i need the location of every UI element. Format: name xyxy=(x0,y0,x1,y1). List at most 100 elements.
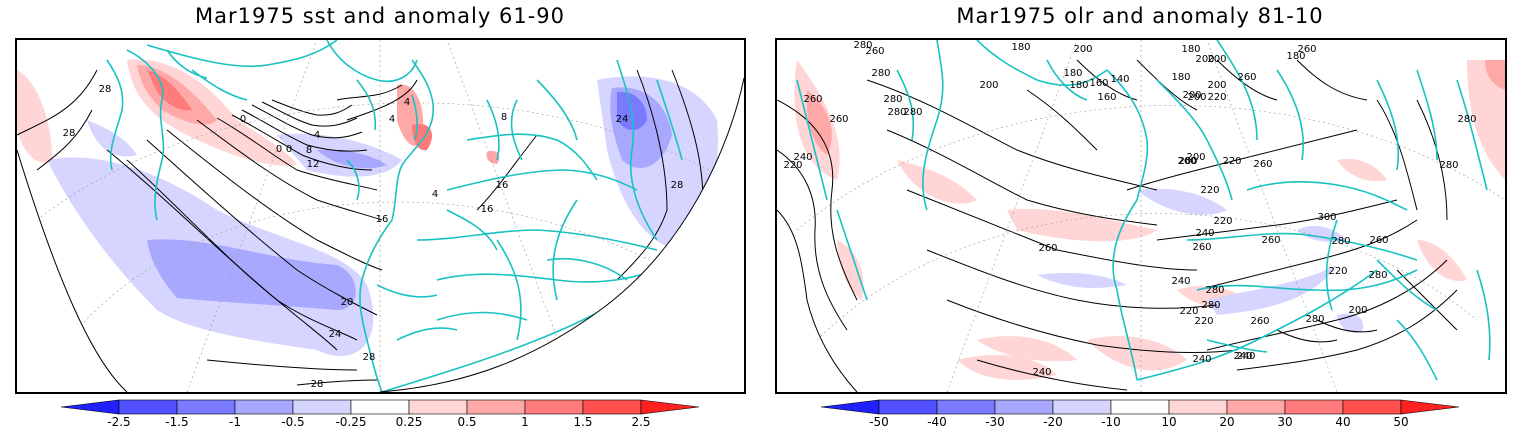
olr-anomaly-shading xyxy=(794,60,1505,380)
left-colorbar-tick-label: -1.5 xyxy=(165,415,188,428)
left-colorbar-tick-label: -0.5 xyxy=(281,415,304,428)
left-colorbar-tick-label: -1 xyxy=(229,415,241,428)
right-contour-label: 220 xyxy=(1179,306,1198,317)
left-colorbar-tick-label: 0.5 xyxy=(457,415,476,428)
left-contour-label: 16 xyxy=(496,180,509,191)
right-contour-label: 240 xyxy=(793,152,812,163)
right-contour-label: 260 xyxy=(1237,72,1256,83)
right-contour-label: 280 xyxy=(1331,236,1350,247)
right-contour-label: 260 xyxy=(1297,44,1316,55)
right-contour-label: 240 xyxy=(1233,351,1252,362)
left-colorbar-arrow-right xyxy=(640,399,700,415)
right-colorbar-segment xyxy=(1226,399,1286,415)
right-colorbar-svg: -50 -40 -30 -20 -10 10 20 30 40 50 xyxy=(820,399,1460,428)
right-colorbar: -50 -40 -30 -20 -10 10 20 30 40 50 xyxy=(815,398,1465,428)
neg-anomaly-core xyxy=(147,239,356,310)
right-graticule xyxy=(796,40,1505,392)
right-contour-label: 160 xyxy=(1097,92,1116,103)
right-contour-label: 260 xyxy=(1192,242,1211,253)
right-contour-label: 240 xyxy=(1192,354,1211,365)
right-contour-label: 180 xyxy=(1011,42,1030,53)
left-contour-label: 12 xyxy=(307,159,320,170)
neg-anomaly-north-2 xyxy=(317,149,387,169)
left-colorbar-tick-label: 2.5 xyxy=(631,415,650,428)
right-colorbar-tick-label: 20 xyxy=(1219,415,1234,428)
left-sst-map: 28 28 0 4 0 4 0 8 12 16 16 16 4 8 24 28 20 24 28 28 4 xyxy=(15,38,746,394)
right-contour-label: 260 xyxy=(1261,235,1280,246)
right-contour-label: 200 xyxy=(1195,54,1214,65)
neg-anomaly-west xyxy=(87,120,137,157)
right-contour-label: 200 xyxy=(1348,305,1367,316)
left-contour-label: 28 xyxy=(311,379,324,390)
right-contour-label: 260 xyxy=(1038,243,1057,254)
left-map-title: Mar1975 sst and anomaly 61-90 xyxy=(194,4,566,28)
left-contour-label: 16 xyxy=(481,204,494,215)
right-contour-label: 200 xyxy=(1187,92,1206,103)
right-contour-label: 140 xyxy=(1110,74,1129,85)
pos-anomaly-small xyxy=(486,150,500,164)
right-olr-map: 280 260 280 260 280 180 200 200 180 260 180 180 160 1… xyxy=(775,38,1507,394)
right-contour-label: 180 xyxy=(1069,80,1088,91)
left-contour-label: 4 xyxy=(389,114,395,125)
left-contour-label: 0 xyxy=(276,144,282,155)
left-contour-label: 8 xyxy=(306,145,312,156)
left-contour-label: 28 xyxy=(671,180,684,191)
right-contour-label: 260 xyxy=(829,114,848,125)
right-contour-label: 220 xyxy=(1194,316,1213,327)
right-contour-label: 180 xyxy=(1063,68,1082,79)
right-contour-label: 180 xyxy=(1286,51,1305,62)
left-contour-label: 0 xyxy=(286,144,292,155)
left-colorbar-segment xyxy=(176,399,236,415)
graticule xyxy=(36,40,744,392)
left-colorbar-arrow-left xyxy=(60,399,120,415)
right-contour-label: 260 xyxy=(1369,235,1388,246)
right-contour-label: 220 xyxy=(783,160,802,171)
right-contour-label: 200 xyxy=(1186,152,1205,163)
right-colorbar-tick-label: 10 xyxy=(1161,415,1176,428)
right-coastlines xyxy=(796,40,1491,381)
right-contour-label: 240 xyxy=(1032,367,1051,378)
left-colorbar-segment xyxy=(582,399,642,415)
right-contour-label: 200 xyxy=(1178,156,1197,167)
left-colorbar-segment xyxy=(234,399,294,415)
right-colorbar-tick-label: -30 xyxy=(985,415,1005,428)
right-contour-label: 240 xyxy=(1195,228,1214,239)
right-colorbar-tick-label: -20 xyxy=(1043,415,1063,428)
right-colorbar-segment xyxy=(1342,399,1402,415)
right-contour-label: 160 xyxy=(1089,78,1108,89)
left-contour-label: 20 xyxy=(341,297,354,308)
right-colorbar-tick-label: 40 xyxy=(1335,415,1350,428)
left-colorbar-tick-label: -0.25 xyxy=(335,415,366,428)
left-colorbar-segment xyxy=(466,399,526,415)
right-colorbar-segment xyxy=(1110,399,1170,415)
right-colorbar-arrow-left xyxy=(820,399,880,415)
right-contour-label: 220 xyxy=(1328,266,1347,277)
right-contour-label: 200 xyxy=(979,80,998,91)
left-colorbar-segment xyxy=(292,399,352,415)
right-contour-label: 260 xyxy=(865,46,884,57)
left-contour-label: 4 xyxy=(314,130,320,141)
right-colorbar-segment xyxy=(994,399,1054,415)
right-contour-label: 300 xyxy=(1317,212,1336,223)
right-contour-label: 280 xyxy=(1205,285,1224,296)
right-contour-label: 280 xyxy=(1305,314,1324,325)
right-colorbar-segment xyxy=(1284,399,1344,415)
right-contour-label: 180 xyxy=(1171,72,1190,83)
right-colorbar-segment xyxy=(1168,399,1228,415)
right-contour-label: 220 xyxy=(1207,92,1226,103)
right-contour-label: 260 xyxy=(1250,316,1269,327)
right-contour-label: 280 xyxy=(1368,270,1387,281)
right-contour-label: 260 xyxy=(1177,156,1196,167)
right-map-title: Mar1975 olr and anomaly 81-10 xyxy=(956,4,1324,28)
right-contour-label: 280 xyxy=(1201,300,1220,311)
left-contour-label: 4 xyxy=(404,97,410,108)
right-contour-label: 280 xyxy=(887,107,906,118)
left-contour-label: 28 xyxy=(99,84,112,95)
right-contour-label: 220 xyxy=(1222,156,1241,167)
left-contour-label: 16 xyxy=(376,214,389,225)
right-contour-label: 240 xyxy=(1171,276,1190,287)
